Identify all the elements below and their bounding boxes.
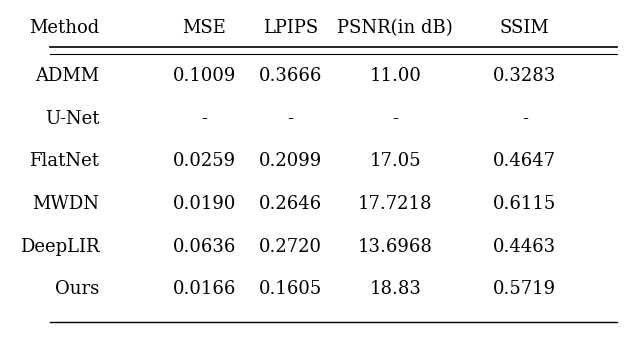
Text: FlatNet: FlatNet — [29, 152, 99, 170]
Text: 0.4647: 0.4647 — [493, 152, 556, 170]
Text: -: - — [392, 110, 398, 128]
Text: 18.83: 18.83 — [369, 280, 421, 299]
Text: 17.05: 17.05 — [369, 152, 421, 170]
Text: ADMM: ADMM — [35, 67, 99, 85]
Text: 0.2646: 0.2646 — [259, 195, 322, 213]
Text: 17.7218: 17.7218 — [358, 195, 433, 213]
Text: SSIM: SSIM — [500, 19, 550, 37]
Text: 0.3283: 0.3283 — [493, 67, 556, 85]
Text: -: - — [522, 110, 528, 128]
Text: 13.6968: 13.6968 — [358, 238, 433, 256]
Text: Method: Method — [29, 19, 99, 37]
Text: -: - — [287, 110, 294, 128]
Text: PSNR(in dB): PSNR(in dB) — [337, 19, 453, 37]
Text: -: - — [201, 110, 207, 128]
Text: 0.2099: 0.2099 — [259, 152, 322, 170]
Text: 0.0636: 0.0636 — [173, 238, 236, 256]
Text: 0.0190: 0.0190 — [173, 195, 236, 213]
Text: 0.1009: 0.1009 — [173, 67, 236, 85]
Text: MWDN: MWDN — [33, 195, 99, 213]
Text: 0.5719: 0.5719 — [493, 280, 556, 299]
Text: LPIPS: LPIPS — [263, 19, 318, 37]
Text: Ours: Ours — [55, 280, 99, 299]
Text: 0.1605: 0.1605 — [259, 280, 322, 299]
Text: 0.0166: 0.0166 — [173, 280, 236, 299]
Text: U-Net: U-Net — [45, 110, 99, 128]
Text: DeepLIR: DeepLIR — [20, 238, 99, 256]
Text: 0.6115: 0.6115 — [493, 195, 556, 213]
Text: 11.00: 11.00 — [369, 67, 421, 85]
Text: 0.2720: 0.2720 — [259, 238, 322, 256]
Text: 0.3666: 0.3666 — [259, 67, 322, 85]
Text: 0.0259: 0.0259 — [173, 152, 236, 170]
Text: 0.4463: 0.4463 — [493, 238, 556, 256]
Text: MSE: MSE — [182, 19, 226, 37]
